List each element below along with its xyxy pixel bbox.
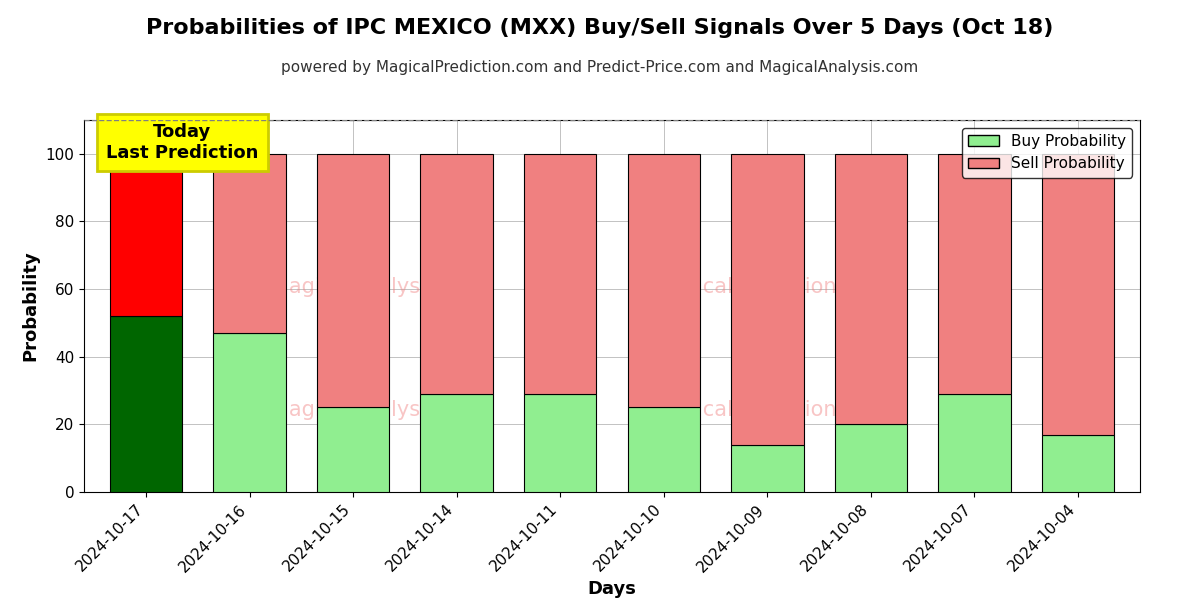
Bar bbox=[731, 445, 804, 492]
Bar bbox=[628, 407, 700, 492]
Legend: Buy Probability, Sell Probability: Buy Probability, Sell Probability bbox=[962, 128, 1133, 178]
Bar bbox=[214, 333, 286, 492]
Text: MagicalPrediction.com: MagicalPrediction.com bbox=[653, 400, 888, 420]
Bar bbox=[834, 154, 907, 424]
Bar bbox=[834, 424, 907, 492]
Bar bbox=[524, 154, 596, 394]
Text: MagicalPrediction.com: MagicalPrediction.com bbox=[653, 277, 888, 298]
Bar bbox=[110, 316, 182, 492]
Bar bbox=[731, 154, 804, 445]
Bar bbox=[317, 407, 390, 492]
Bar bbox=[420, 394, 493, 492]
Bar bbox=[938, 154, 1010, 394]
Text: Probabilities of IPC MEXICO (MXX) Buy/Sell Signals Over 5 Days (Oct 18): Probabilities of IPC MEXICO (MXX) Buy/Se… bbox=[146, 18, 1054, 38]
Text: MagicalAnalysis.com: MagicalAnalysis.com bbox=[271, 400, 488, 420]
Y-axis label: Probability: Probability bbox=[22, 251, 40, 361]
Text: MagicalAnalysis.com: MagicalAnalysis.com bbox=[271, 277, 488, 298]
Bar bbox=[214, 154, 286, 333]
Text: Today
Last Prediction: Today Last Prediction bbox=[106, 124, 258, 162]
Bar bbox=[110, 154, 182, 316]
Bar bbox=[317, 154, 390, 407]
Bar bbox=[938, 394, 1010, 492]
Bar bbox=[1042, 434, 1114, 492]
Bar bbox=[420, 154, 493, 394]
X-axis label: Days: Days bbox=[588, 580, 636, 598]
Bar bbox=[628, 154, 700, 407]
Text: powered by MagicalPrediction.com and Predict-Price.com and MagicalAnalysis.com: powered by MagicalPrediction.com and Pre… bbox=[281, 60, 919, 75]
Bar bbox=[1042, 154, 1114, 434]
Bar bbox=[524, 394, 596, 492]
